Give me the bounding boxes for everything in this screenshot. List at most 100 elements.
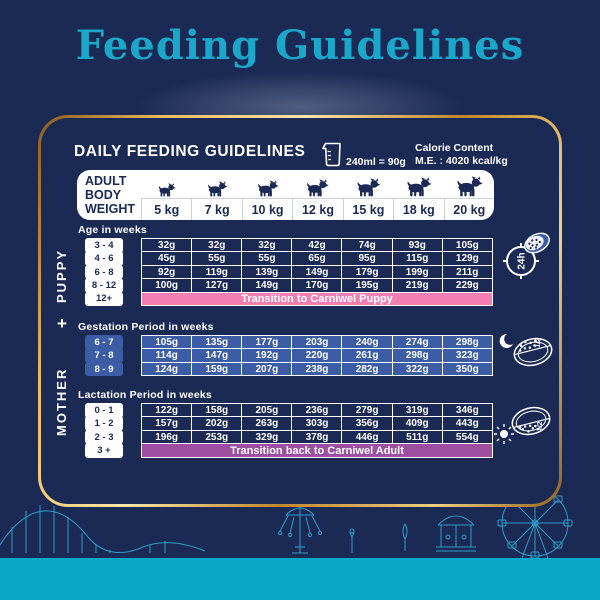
carousel-icon	[436, 503, 476, 552]
moon-icon	[499, 333, 513, 348]
table-row: 1 - 2 157g 202g 263g 303g 356g 409g 443g	[85, 416, 493, 431]
dog-icon-box	[444, 170, 494, 198]
feeding-amount-cell: 261g	[341, 348, 393, 363]
dog-icon	[407, 177, 432, 197]
feeding-amount-cell: 298g	[441, 335, 493, 350]
row-cells: 124g 159g 207g 238g 282g 322g 350g	[141, 361, 493, 377]
feeding-amount-cell: 105g	[141, 335, 193, 350]
dog-icon	[357, 178, 381, 197]
feeding-amount-cell: 124g	[141, 361, 193, 377]
bowl-24h-icon: 24h	[503, 232, 550, 279]
feeding-amount-cell: 159g	[191, 361, 243, 377]
morning-half-bowl-icon: 1/2	[494, 406, 551, 444]
row-cells: 196g 253g 329g 378g 446g 511g 554g	[141, 429, 493, 445]
feeding-amount-cell: 170g	[291, 278, 343, 293]
table-row: 2 - 3 196g 253g 329g 378g 446g 511g 554g	[85, 429, 493, 445]
age-range-pill: 6 - 7	[85, 335, 123, 350]
feeding-amount-cell: 32g	[191, 238, 243, 253]
feeding-amount-cell: 32g	[141, 238, 193, 253]
row-gap	[123, 443, 141, 458]
feeding-amount-cell: 303g	[291, 416, 343, 431]
transition-banner: Transition to Carniwel Puppy	[141, 291, 493, 307]
table-row: 7 - 8 114g 147g 192g 220g 261g 298g 323g	[85, 348, 493, 363]
swing-ride-icon	[277, 502, 323, 554]
sidebar-label-mother: MOTHER	[54, 367, 69, 437]
weight-column: 20 kg	[443, 170, 494, 220]
feeding-amount-cell: 220g	[291, 348, 343, 363]
weight-label-line: BODY	[85, 188, 122, 202]
row-cells: 32g 32g 32g 42g 74g 93g 105g	[141, 238, 493, 253]
feeding-amount-cell: 356g	[341, 416, 393, 431]
row-gap	[123, 251, 141, 266]
feeding-amount-cell: 135g	[191, 335, 243, 350]
row-gap	[123, 362, 141, 377]
feeding-amount-cell: 42g	[291, 238, 343, 253]
feeding-amount-cell: 207g	[241, 361, 293, 377]
feeding-amount-cell: 192g	[241, 348, 293, 363]
table-row: 6 - 7 105g 135g 177g 203g 240g 274g 298g	[85, 335, 493, 350]
feeding-amount-cell: 45g	[141, 251, 193, 266]
table-row: 3 - 4 32g 32g 32g 42g 74g 93g 105g	[85, 238, 493, 253]
weight-label-line: WEIGHT	[85, 202, 135, 216]
calorie-line2: M.E. : 4020 kcal/kg	[415, 155, 508, 167]
weight-column: 7 kg	[191, 170, 242, 220]
feeding-amount-cell: 157g	[141, 416, 193, 431]
card-heading: DAILY FEEDING GUIDELINES	[74, 143, 306, 160]
age-range-pill: 1 - 2	[85, 416, 123, 431]
weight-column: 12 kg	[292, 170, 343, 220]
feeding-amount-cell: 350g	[441, 361, 493, 377]
weight-value: 15 kg	[342, 198, 394, 220]
gestation-feeding-table: 6 - 7 105g 135g 177g 203g 240g 274g 298g 7 - 8 11…	[85, 335, 493, 377]
feeding-amount-cell: 211g	[441, 264, 493, 280]
feeding-amount-cell: 147g	[191, 348, 243, 363]
age-range-pill: 0 - 1	[85, 403, 123, 418]
feeding-amount-cell: 129g	[441, 251, 493, 266]
feeding-guidelines-card: DAILY FEEDING GUIDELINES 240ml = 90g Cal…	[38, 115, 562, 507]
feeding-amount-cell: 322g	[391, 361, 443, 377]
calorie-content: Calorie Content M.E. : 4020 kcal/kg	[415, 142, 508, 168]
row-gap	[123, 292, 141, 307]
feeding-amount-cell: 74g	[341, 238, 393, 253]
feeding-amount-cell: 119g	[191, 264, 243, 280]
feeding-amount-cell: 55g	[241, 251, 293, 266]
row-cells: 45g 55g 55g 65g 95g 115g 129g	[141, 251, 493, 266]
card-inner: DAILY FEEDING GUIDELINES 240ml = 90g Cal…	[41, 118, 559, 504]
row-cells: 114g 147g 192g 220g 261g 298g 323g	[141, 348, 493, 363]
row-gap	[123, 416, 141, 431]
svg-text:1/2: 1/2	[535, 338, 543, 349]
feeding-amount-cell: 236g	[291, 403, 343, 418]
feeding-amount-cell: 55g	[191, 251, 243, 266]
feeding-amount-cell: 229g	[441, 278, 493, 293]
weight-columns: 5 kg 7 kg 10 kg 12 kg	[141, 170, 494, 220]
feeding-amount-cell: 149g	[241, 278, 293, 293]
feeding-amount-cell: 203g	[291, 335, 343, 350]
feeding-amount-cell: 100g	[141, 278, 193, 293]
feeding-amount-cell: 32g	[241, 238, 293, 253]
table-row: 8 - 12 100g 127g 149g 170g 195g 219g 229g	[85, 278, 493, 293]
feeding-amount-cell: 298g	[391, 348, 443, 363]
dog-icon-box	[141, 170, 191, 198]
feeding-amount-cell: 149g	[291, 264, 343, 280]
feeding-amount-cell: 274g	[391, 335, 443, 350]
age-range-pill: 3 - 4	[85, 238, 123, 253]
plus-sign: +	[57, 314, 67, 333]
row-cells: 92g 119g 139g 149g 179g 199g 211g	[141, 264, 493, 280]
feeding-amount-cell: 279g	[341, 403, 393, 418]
feeding-amount-cell: 378g	[291, 429, 343, 445]
weight-value: 20 kg	[443, 198, 494, 220]
feeding-amount-cell: 443g	[441, 416, 493, 431]
puppy-feeding-table: 3 - 4 32g 32g 32g 42g 74g 93g 105g 4 - 6 45g 55g 55…	[85, 238, 493, 307]
row-gap	[123, 348, 141, 363]
weight-header-label: ADULT BODY WEIGHT	[77, 170, 141, 220]
weight-column: 5 kg	[141, 170, 192, 220]
feeding-amount-cell: 240g	[341, 335, 393, 350]
svg-text:24h: 24h	[517, 252, 528, 269]
feeding-amount-cell: 409g	[391, 416, 443, 431]
dog-icon	[307, 179, 330, 197]
feeding-amount-cell: 105g	[441, 238, 493, 253]
evening-half-bowl-icon: 1/2	[499, 333, 553, 367]
age-range-pill: 8 - 9	[85, 361, 123, 377]
feeding-amount-cell: 282g	[341, 361, 393, 377]
feeding-amount-cell: 139g	[241, 264, 293, 280]
puppy-age-label: Age in weeks	[78, 224, 147, 236]
